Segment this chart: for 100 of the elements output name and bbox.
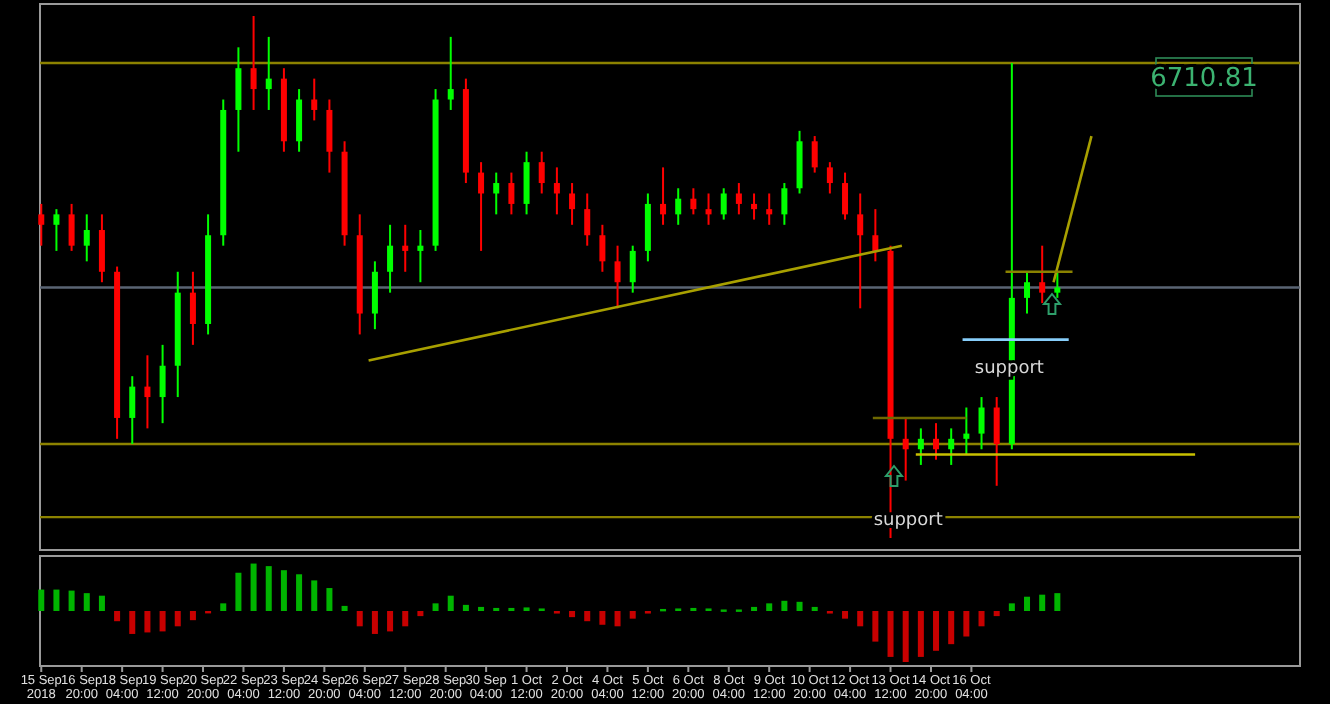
bar — [144, 611, 151, 633]
candlestick — [235, 46, 242, 153]
bar — [902, 611, 909, 662]
candlestick — [250, 15, 257, 111]
candlestick — [872, 208, 879, 263]
candlestick — [902, 416, 909, 482]
bar — [387, 611, 394, 632]
candlestick — [68, 202, 75, 252]
bar — [978, 611, 985, 627]
bar — [159, 611, 166, 632]
candlestick — [553, 166, 560, 216]
bar — [402, 611, 409, 627]
candlestick — [917, 427, 924, 466]
candlestick — [478, 161, 485, 252]
candlestick — [1054, 270, 1061, 299]
candlestick — [1024, 270, 1031, 315]
bar — [98, 595, 105, 611]
bar — [129, 611, 136, 634]
bar — [857, 611, 864, 627]
bar — [781, 600, 788, 611]
candlestick — [720, 187, 727, 221]
candlestick — [614, 244, 621, 310]
candlestick — [857, 192, 864, 310]
bar — [341, 605, 348, 611]
bar — [1008, 603, 1015, 611]
bar — [447, 595, 454, 611]
candlestick — [644, 192, 651, 263]
candlestick — [265, 35, 272, 111]
candlestick — [159, 343, 166, 425]
bar — [114, 611, 121, 622]
bar — [599, 611, 606, 625]
candlestick — [447, 35, 454, 111]
bar — [948, 611, 955, 645]
candlestick — [963, 406, 970, 456]
bar — [1054, 593, 1061, 611]
candlestick — [993, 396, 1000, 487]
candlestick — [387, 223, 394, 294]
bar — [220, 603, 227, 611]
candlestick — [508, 171, 515, 216]
bar — [311, 580, 318, 611]
bar — [872, 611, 879, 642]
candlestick — [705, 192, 712, 226]
candlestick — [842, 171, 849, 221]
bar — [1039, 594, 1046, 611]
candlestick — [811, 135, 818, 174]
bar — [629, 611, 636, 619]
candlestick — [38, 202, 45, 247]
bar — [53, 589, 60, 611]
bar — [174, 611, 181, 627]
bar — [235, 572, 242, 611]
bar — [280, 570, 287, 611]
candlestick — [1039, 244, 1046, 305]
candlestick — [781, 182, 788, 226]
bar — [933, 611, 940, 651]
bar — [842, 611, 849, 619]
candlestick — [493, 171, 500, 216]
candlestick — [735, 182, 742, 216]
candlestick — [766, 192, 773, 226]
bar — [796, 601, 803, 611]
bar — [614, 611, 621, 627]
candlestick — [569, 182, 576, 226]
bar — [83, 593, 90, 611]
candlestick — [371, 260, 378, 331]
bar — [917, 611, 924, 657]
bar — [569, 611, 576, 618]
candlestick — [144, 354, 151, 430]
bar — [432, 603, 439, 611]
candlestick — [296, 88, 303, 153]
candlestick — [83, 213, 90, 263]
bar — [68, 590, 75, 611]
bar — [766, 603, 773, 611]
candlestick — [751, 192, 758, 221]
candlestick — [98, 213, 105, 284]
candlestick — [402, 223, 409, 273]
candlestick — [326, 98, 333, 174]
bar — [296, 574, 303, 611]
bar — [993, 611, 1000, 617]
bar — [38, 589, 45, 611]
candlestick — [978, 396, 985, 451]
candlestick — [129, 375, 136, 446]
candlestick — [599, 223, 606, 273]
candlestick — [53, 208, 60, 252]
candlestick — [796, 129, 803, 195]
bar — [417, 611, 424, 617]
bar — [356, 611, 363, 627]
candlestick — [933, 422, 940, 461]
bar — [250, 563, 257, 611]
candlestick — [690, 187, 697, 216]
bar — [371, 611, 378, 634]
bar — [265, 566, 272, 611]
candlestick — [675, 187, 682, 226]
bar — [1024, 596, 1031, 611]
candlestick — [629, 244, 636, 294]
candlestick — [538, 150, 545, 195]
candlestick — [826, 161, 833, 195]
bar — [963, 611, 970, 637]
candlestick — [311, 77, 318, 122]
candlestick — [523, 150, 530, 216]
candlestick — [584, 192, 591, 247]
bar — [326, 588, 333, 611]
